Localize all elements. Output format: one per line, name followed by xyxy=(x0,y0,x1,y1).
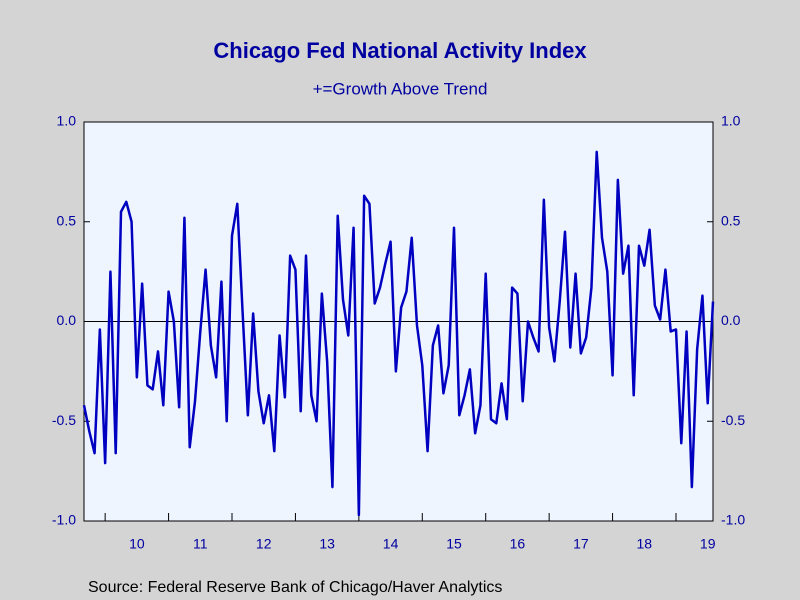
x-tick-label: 18 xyxy=(636,536,652,552)
x-tick-label: 16 xyxy=(510,536,526,552)
x-tick-label: 14 xyxy=(383,536,399,552)
x-tick-label: 13 xyxy=(319,536,335,552)
y2-tick-label: -1.0 xyxy=(721,512,745,528)
y2-tick-label: 0.5 xyxy=(721,212,741,228)
y-tick-label: 0.0 xyxy=(57,312,77,328)
y2-tick-label: 1.0 xyxy=(721,113,741,129)
x-tick-label: 12 xyxy=(256,536,272,552)
x-tick-label: 17 xyxy=(573,536,589,552)
y-tick-label: 0.5 xyxy=(57,212,77,228)
x-tick-label: 11 xyxy=(193,536,208,552)
chart-subtitle: +=Growth Above Trend xyxy=(313,79,488,98)
y2-tick-label: 0.0 xyxy=(721,312,741,328)
x-tick-label: 10 xyxy=(129,536,145,552)
source-note: Source: Federal Reserve Bank of Chicago/… xyxy=(88,579,502,596)
x-tick-label: 19 xyxy=(700,536,716,552)
y-tick-label: -1.0 xyxy=(52,512,76,528)
chart-title: Chicago Fed National Activity Index xyxy=(213,38,587,63)
y2-tick-label: -0.5 xyxy=(721,412,745,428)
y-tick-label: -0.5 xyxy=(52,412,76,428)
x-tick-label: 15 xyxy=(446,536,462,552)
y-tick-label: 1.0 xyxy=(57,113,77,129)
data-line xyxy=(82,150,715,517)
